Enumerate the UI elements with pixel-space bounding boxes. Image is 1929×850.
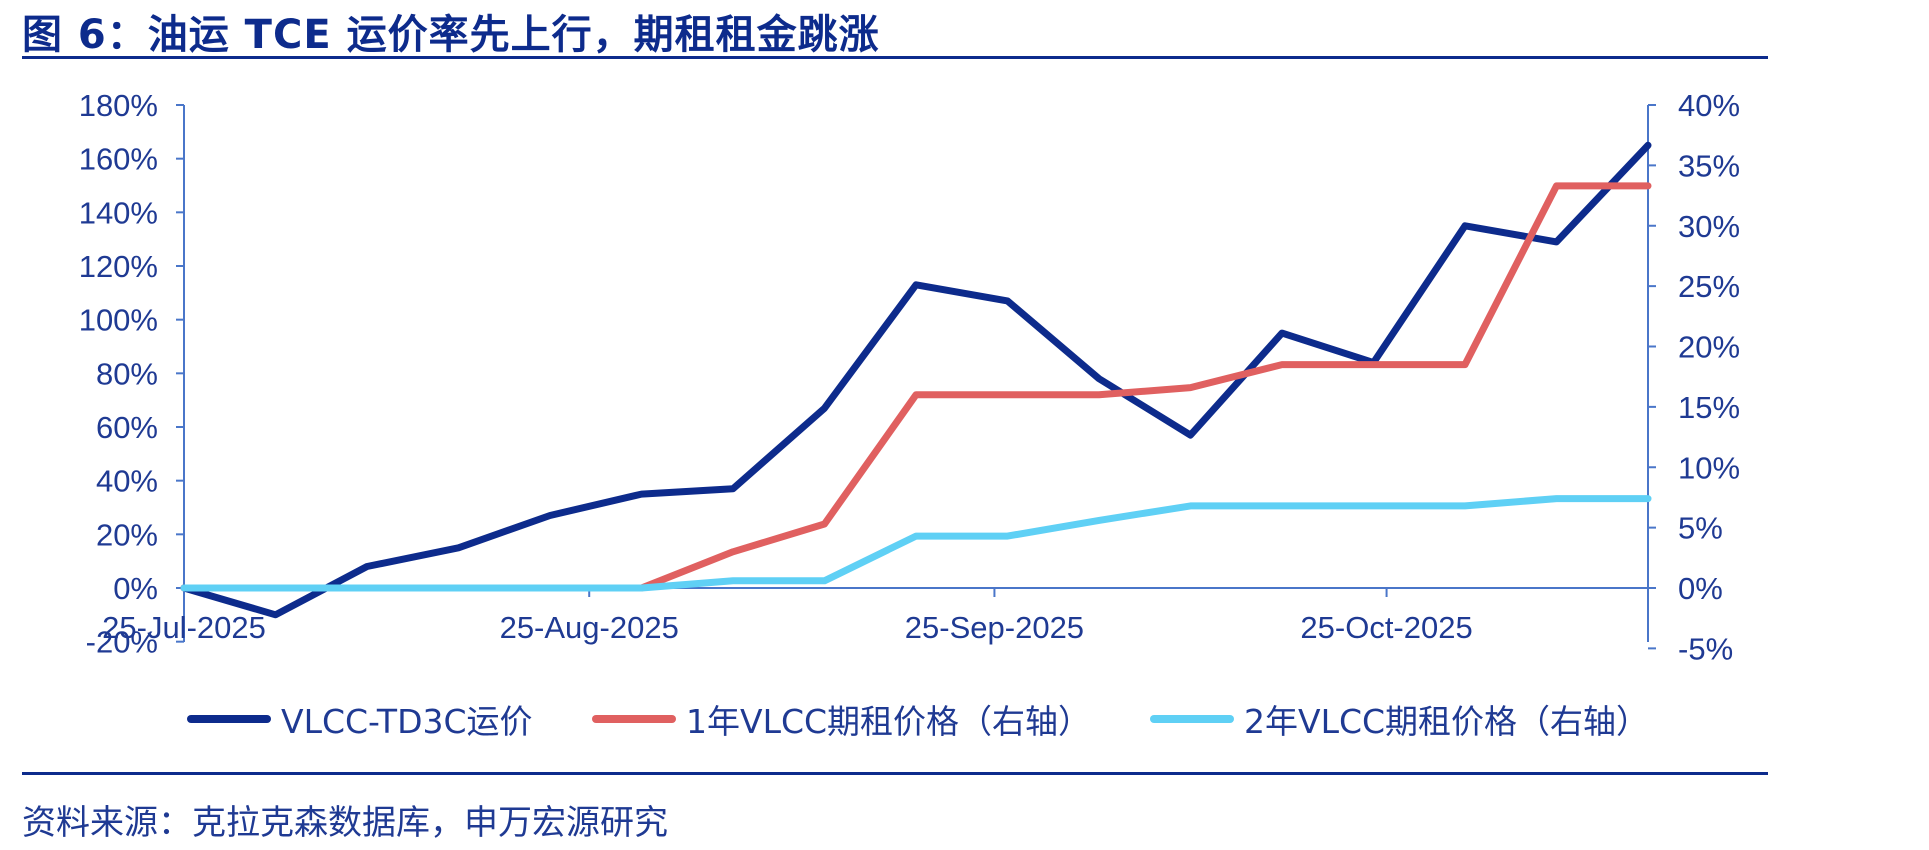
legend-swatch-1yr xyxy=(592,715,676,723)
legend-label-td3c: VLCC-TD3C运价 xyxy=(281,702,533,741)
x-tick-label: 25-Aug-2025 xyxy=(500,610,679,645)
y-right-tick-label: -5% xyxy=(1678,631,1733,666)
source-note: 资料来源：克拉克森数据库，申万宏源研究 xyxy=(22,803,668,843)
legend-label-1yr: 1年VLCC期租价格（右轴） xyxy=(686,702,1092,741)
legend-item-td3c: VLCC-TD3C运价 xyxy=(187,695,533,743)
y-left-tick-label: 140% xyxy=(79,195,158,230)
chart-series xyxy=(180,141,1652,619)
y-left-tick-label: 60% xyxy=(96,410,158,445)
y-right-tick-label: 30% xyxy=(1678,209,1740,244)
y-left-tick-label: -20% xyxy=(86,625,158,660)
title-rule xyxy=(22,56,1768,59)
y-left-tick-label: 80% xyxy=(96,356,158,391)
figure-title: 图 6：油运 TCE 运价率先上行，期租租金跳涨 xyxy=(22,12,880,58)
legend-item-1yr: 1年VLCC期租价格（右轴） xyxy=(592,695,1091,743)
y-left-tick-label: 100% xyxy=(79,303,158,338)
legend-swatch-td3c xyxy=(187,715,271,723)
y-right-tick-label: 5% xyxy=(1678,511,1723,546)
y-left-tick-label: 180% xyxy=(79,88,158,123)
series-line-0 xyxy=(180,141,1652,619)
x-tick-label: 25-Oct-2025 xyxy=(1300,610,1472,645)
y-right-tick-label: 10% xyxy=(1678,450,1740,485)
series-line-1 xyxy=(180,182,1652,592)
series-line-2 xyxy=(180,495,1652,592)
y-left-tick-label: 120% xyxy=(79,249,158,284)
legend-label-2yr: 2年VLCC期租价格（右轴） xyxy=(1244,702,1650,741)
y-left-tick-label: 40% xyxy=(96,464,158,499)
y-right-tick-label: 40% xyxy=(1678,88,1740,123)
legend-swatch-2yr xyxy=(1150,715,1234,723)
y-right-tick-label: 25% xyxy=(1678,269,1740,304)
y-left-tick-label: 0% xyxy=(113,571,158,606)
source-rule xyxy=(22,772,1768,775)
x-tick-label: 25-Jul-2025 xyxy=(102,610,266,645)
y-left-tick-label: 20% xyxy=(96,517,158,552)
legend-item-2yr: 2年VLCC期租价格（右轴） xyxy=(1150,695,1649,743)
y-right-tick-label: 35% xyxy=(1678,148,1740,183)
chart-legend: VLCC-TD3C运价 1年VLCC期租价格（右轴） 2年VLCC期租价格（右轴… xyxy=(0,695,1929,745)
line-chart: 180% 160% 140% 120% 100% 80% 60% 40% 20% 0% -20% 40… xyxy=(79,88,1740,666)
y-right-tick-label: 15% xyxy=(1678,390,1740,425)
chart-axes: 180% 160% 140% 120% 100% 80% 60% 40% 20% 0% -20% 40… xyxy=(79,88,1740,666)
y-left-tick-label: 160% xyxy=(79,142,158,177)
x-tick-label: 25-Sep-2025 xyxy=(905,610,1084,645)
y-right-tick-label: 20% xyxy=(1678,330,1740,365)
y-right-tick-label: 0% xyxy=(1678,571,1723,606)
